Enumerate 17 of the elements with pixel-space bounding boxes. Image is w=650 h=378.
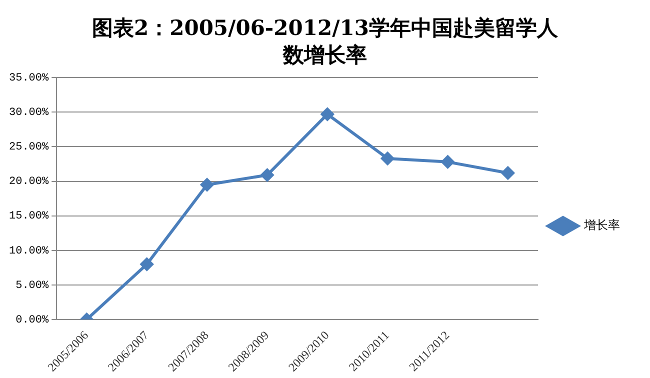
- point: [260, 168, 274, 182]
- point: [140, 258, 154, 271]
- y-tick-label: 15.00%: [8, 210, 49, 223]
- y-tick-label: 0.00%: [16, 314, 49, 326]
- point: [441, 155, 454, 168]
- y-tick-label: 20.00%: [8, 176, 49, 188]
- y-tick-label: 25.00%: [8, 142, 49, 154]
- point: [320, 108, 334, 121]
- point: [501, 166, 514, 180]
- chart-title: 图表2：2005/06-2012/13学年中国赴美留学人数增长率: [90, 14, 559, 68]
- y-tick-label: 5.00%: [16, 280, 49, 292]
- y-tick-label: 35.00%: [8, 72, 49, 85]
- y-tick-label: 10.00%: [8, 245, 49, 258]
- legend-label: 增长率: [583, 218, 620, 232]
- point: [200, 178, 214, 192]
- y-tick-label: 30.00%: [8, 107, 49, 120]
- point: [381, 152, 394, 165]
